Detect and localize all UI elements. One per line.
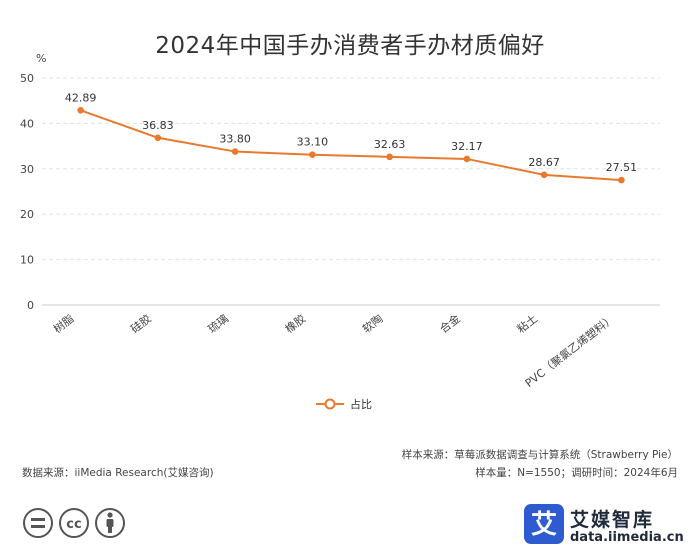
x-tick-label: 树脂	[51, 311, 77, 336]
legend-label: 占比	[350, 397, 372, 411]
data-label: 28.67	[528, 156, 560, 169]
data-label: 27.51	[606, 161, 638, 174]
series-layer: 42.89 36.83 33.80 33.10 32.63 32.17 28.67 27.51	[65, 91, 638, 184]
data-label: 33.10	[297, 136, 329, 149]
y-tick-label: 40	[20, 117, 34, 130]
data-label: 36.83	[142, 119, 174, 132]
y-tick-label: 10	[20, 254, 34, 267]
legend-marker-icon	[324, 398, 336, 410]
data-point	[309, 151, 316, 159]
attribution-person-icon	[95, 508, 125, 538]
brand-logo-icon: 艾	[524, 504, 564, 544]
sample-size-note: 样本量：N=1550；调研时间：2024年6月	[475, 467, 678, 479]
chart-title: 2024年中国手办消费者手办材质偏好	[155, 33, 545, 59]
data-label: 32.17	[451, 140, 483, 153]
equals-icon	[23, 508, 53, 538]
brand-logo-block: 艾 艾媒智库 data.iimedia.cn	[510, 497, 700, 554]
y-tick-label: 0	[27, 299, 34, 312]
x-tick-label: 橡胶	[282, 311, 308, 336]
y-tick-label: 20	[20, 208, 34, 221]
y-axis-unit-label: %	[36, 52, 46, 65]
cc-icon: cc	[59, 508, 89, 538]
data-point	[77, 106, 84, 114]
data-point	[463, 155, 471, 163]
x-tick-label: 硅胶	[128, 311, 154, 336]
gridlines	[42, 77, 660, 261]
y-tick-label: 50	[20, 72, 34, 85]
x-tick-label: 琉璃	[205, 311, 231, 336]
legend-item[interactable]: 占比	[316, 397, 372, 411]
data-point	[540, 171, 548, 179]
brand-name: 艾媒智库	[570, 509, 655, 531]
x-tick-label: 粘土	[514, 311, 540, 336]
series-line	[80, 109, 622, 182]
brand-logo-char: 艾	[531, 510, 557, 540]
y-tick-label: 30	[20, 163, 34, 176]
sample-source-note: 样本来源：草莓派数据调查与计算系统（Strawberry Pie）	[401, 449, 678, 461]
x-tick-label: 软陶	[360, 311, 386, 336]
data-point	[231, 148, 239, 155]
data-point	[386, 153, 393, 161]
data-label: 33.80	[219, 133, 251, 146]
creative-commons-badge: cc	[23, 508, 125, 538]
data-label: 32.63	[374, 138, 406, 151]
legend[interactable]: 占比	[316, 397, 372, 411]
data-source-note: 数据来源：iiMedia Research(艾媒咨询)	[22, 467, 214, 479]
data-point	[154, 134, 162, 142]
x-tick-label: 合金	[437, 311, 463, 336]
brand-url: data.iimedia.cn	[570, 530, 684, 545]
svg-text:cc: cc	[66, 517, 81, 532]
data-label: 42.89	[65, 91, 97, 104]
data-point	[618, 176, 625, 184]
